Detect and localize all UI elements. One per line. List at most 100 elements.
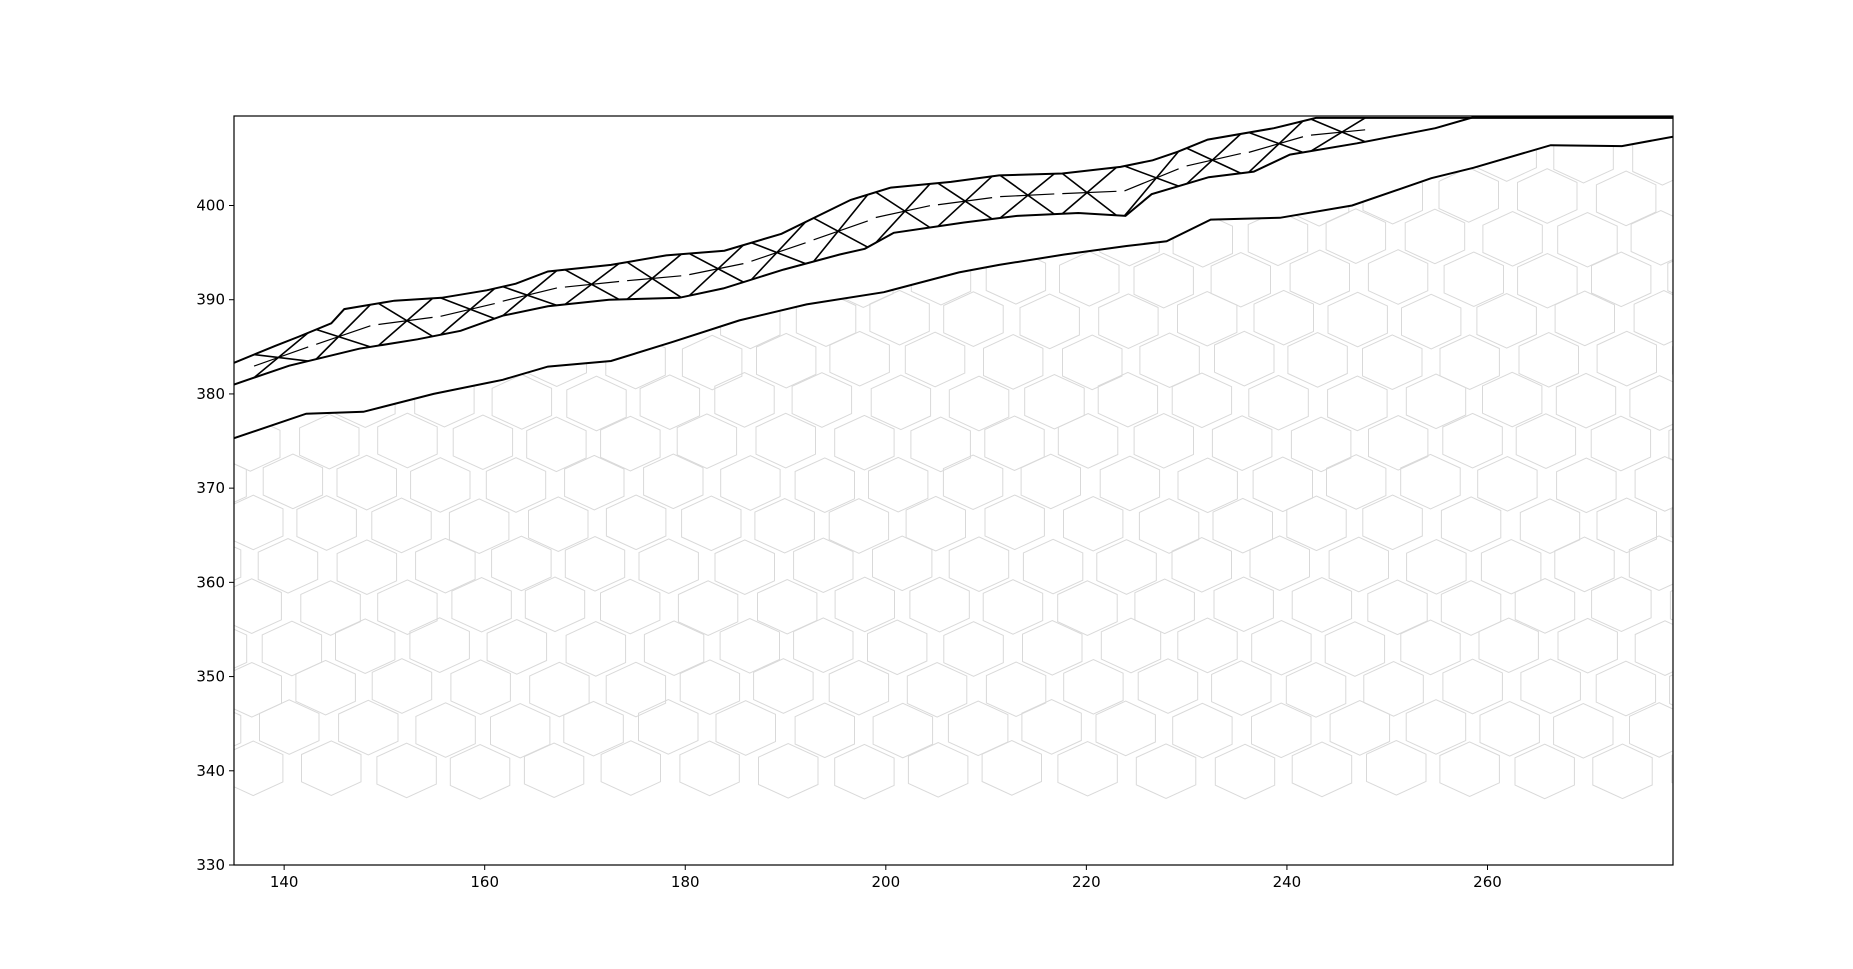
mesh-cell-293 [1592,743,1653,800]
mesh-cell-176 [1406,539,1467,595]
hatch-mid-29 [813,220,868,241]
mesh-cell-73 [566,375,627,432]
mesh-cell-90 [143,417,202,472]
mesh-cell-278 [449,743,511,800]
mesh-cell-19 [1557,211,1618,268]
mesh-cell-154 [1519,498,1581,555]
mesh-cell-238 [906,661,968,718]
hatch-mid-44 [1124,168,1179,192]
mesh-cover [234,116,1673,439]
mesh-cell-12 [1821,168,1853,223]
mesh-cell-263 [1021,699,1082,755]
mesh-cell-143 [681,495,742,552]
mesh-cell-274 [144,743,203,798]
mesh-cell-131 [1477,456,1538,512]
mesh-cell-224 [1557,617,1618,674]
mesh-cell-115 [262,453,324,510]
mesh-cell-26 [1059,250,1120,307]
hatch-line-51 [1310,117,1366,152]
mesh-cell-3 [1711,130,1771,185]
mesh-cell-165 [564,535,626,592]
mesh-cell-291 [1439,741,1500,797]
mesh-cell-128 [1252,456,1313,513]
plot-area-frame [233,115,1674,866]
mesh-cell-202 [1669,589,1673,621]
y-tick-label: 350 [196,668,225,686]
hatch-mid-26 [751,242,806,262]
mesh-cell-233 [529,661,590,718]
mesh-cell-211 [565,621,627,677]
mesh-cell-106 [1368,415,1429,471]
mesh-cell-271 [1629,702,1673,758]
mesh-cell-105 [1290,416,1352,473]
mesh-cell-61 [1214,330,1275,387]
mesh-cell-148 [1063,495,1124,552]
mesh-cell-252 [234,711,242,747]
mesh-cell-243 [1285,662,1347,718]
mesh-cell-249 [1744,661,1804,716]
mesh-cell-230 [295,659,356,716]
mesh-cell-66 [1596,330,1657,387]
mesh-cell-295 [1750,741,1809,796]
mesh-cell-138 [296,495,357,551]
mesh-cell-67 [1672,345,1673,375]
mesh-cell-163 [415,537,476,594]
hatch-line-49 [1248,131,1304,154]
mesh-cell-63 [1362,334,1423,391]
mesh-cell-144 [754,497,815,554]
mesh-cell-35 [1747,250,1806,305]
mesh-cell-251 [106,704,165,759]
mesh-cell-247 [1595,660,1657,717]
mesh-cell-198 [1367,579,1428,636]
series-line-band-top [234,116,1673,364]
mesh-cell-279 [523,742,585,799]
mesh-cell-169 [872,535,933,592]
mesh-cell-268 [1405,699,1467,755]
mesh-cell-100 [910,416,971,473]
mesh-cell-17 [1404,208,1466,265]
mesh-cell-129 [1326,454,1387,510]
mesh-cell-183 [234,578,282,634]
mesh-cell-89 [1784,374,1843,429]
mesh-cell-275 [234,740,284,797]
mesh-cell-130 [1400,453,1461,510]
mesh-cell-77 [870,374,932,431]
mesh-cell-42 [1098,293,1159,349]
mesh-cell-188 [600,578,661,635]
hatch-line-9 [440,287,496,336]
mesh-cell-45 [1327,291,1388,348]
hatch-line-27 [812,194,869,262]
mesh-cell-101 [984,415,1045,472]
hatch-line-45 [1186,133,1242,185]
mesh-cell-78 [948,375,1010,432]
mesh-cell-151 [1286,495,1347,552]
mesh-cell-87 [1629,375,1673,431]
mesh-cell-261 [872,702,934,759]
mesh-cell-30 [1367,249,1429,305]
hatch-line-6 [377,297,434,347]
mesh-cell-221 [1324,621,1386,677]
mesh-cell-132 [1556,457,1617,514]
mesh-cell-84 [1405,373,1467,430]
mesh-cell-255 [415,702,476,758]
mesh-cell-245 [1442,658,1503,715]
mesh-cell-43 [1177,290,1238,347]
mesh-cell-18 [1482,211,1543,267]
mesh-cell-166 [638,538,699,595]
mesh-cell-62 [1287,332,1348,388]
mesh-cell-22 [1783,210,1842,265]
y-tick-label: 330 [196,856,225,874]
mesh-cell-40 [943,291,1004,347]
mesh-cell-179 [1628,535,1673,592]
mesh-cell-147 [984,494,1045,551]
hatch-line-39 [1061,166,1117,215]
band-crosshatch [253,117,1366,379]
mesh-cell-8 [1517,168,1578,224]
hatch-line-52 [1310,118,1366,143]
hatch-line-24 [750,221,807,281]
mesh-cell-197 [1291,577,1353,633]
mesh-cell-218 [1100,617,1162,674]
mesh-cell-125 [1020,453,1081,510]
mesh-cell-134 [1711,454,1771,509]
